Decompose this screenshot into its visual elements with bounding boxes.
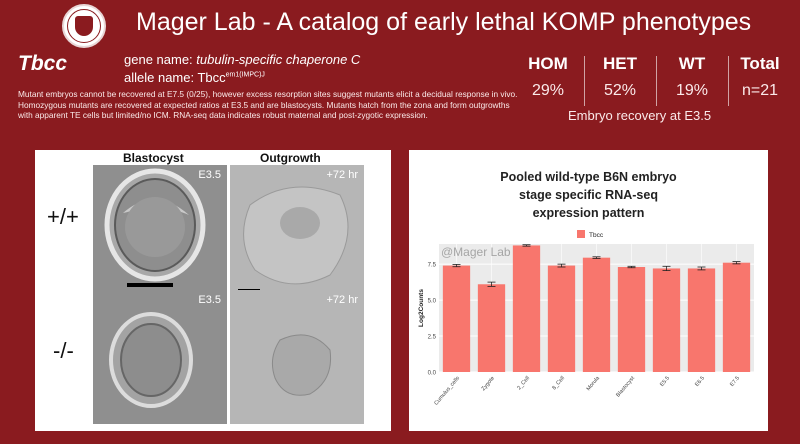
x-tick-label: E6.5 (694, 375, 706, 388)
stat-hom: HOM 29% (512, 54, 584, 100)
outgrowth-drawing (271, 334, 332, 396)
page-title: Mager Lab - A catalog of early lethal KO… (136, 8, 752, 36)
chart-title: Pooled wild-type B6N embryo stage specif… (409, 168, 768, 222)
stat-divider (656, 56, 657, 106)
rna-seq-chart-panel: Pooled wild-type B6N embryo stage specif… (409, 150, 768, 431)
recovery-caption: Embryo recovery at E3.5 (568, 108, 712, 123)
stat-het: HET 52% (584, 54, 656, 100)
stat-value: 52% (603, 82, 637, 99)
y-axis-label: Log2Counts (418, 289, 425, 327)
gene-name-value: tubulin-specific chaperone C (196, 52, 361, 67)
bar-chart: 0.0 2.5 5.0 7.5 Cumulus_cells Zygote 2_Cell 8_C… (418, 230, 754, 407)
legend-label: Tbcc (589, 232, 604, 239)
bar (582, 257, 611, 372)
column-header-outgrowth: Outgrowth (260, 151, 321, 165)
scale-bar (127, 283, 173, 287)
allele-name: allele name: Tbccem1(IMPC)J (124, 70, 265, 85)
micrograph-wt-outgrowth: +72 hr (230, 165, 364, 299)
x-tick-label: Cumulus_cells (433, 375, 461, 406)
y-tick-label: 0.0 (428, 371, 437, 377)
blastocyst-drawing (109, 312, 193, 408)
stat-header: Total (740, 54, 780, 73)
timepoint-label: +72 hr (326, 169, 359, 181)
stat-divider (728, 56, 729, 106)
x-tick-label: Zygote (481, 375, 496, 392)
stat-wt: WT 19% (656, 54, 728, 100)
stat-value: 29% (531, 82, 565, 99)
stat-header: HOM (528, 54, 568, 73)
x-tick-label: Morula (586, 375, 602, 392)
y-tick-label: 5.0 (428, 299, 437, 305)
micrograph-wt-blastocyst: E3.5 (93, 165, 227, 299)
blastocyst-drawing (104, 168, 206, 282)
stat-divider (584, 56, 585, 106)
y-tick-label: 2.5 (428, 335, 437, 341)
stat-header: WT (678, 54, 706, 73)
x-tick-label: E5.5 (659, 375, 671, 388)
timepoint-label: +72 hr (326, 294, 359, 306)
genotype-label-wt: +/+ (47, 204, 79, 229)
x-tick-label: Blastocyst (615, 375, 636, 398)
micrograph-mutant-outgrowth: +72 hr (230, 290, 364, 424)
bar (687, 268, 716, 372)
stage-label: E3.5 (198, 294, 221, 306)
stat-total: Total n=21 (724, 54, 796, 100)
bar (547, 265, 576, 372)
legend-swatch (577, 230, 585, 238)
chart-title-line: Pooled wild-type B6N embryo (500, 170, 677, 184)
x-tick-label: E7.5 (729, 375, 741, 388)
stage-label: E3.5 (198, 169, 221, 181)
outgrowth-drawing (243, 186, 349, 285)
x-tick-label: 8_Cell (551, 375, 566, 391)
chart-watermark: @Mager Lab (441, 245, 511, 259)
embryo-image-panel: Blastocyst Outgrowth +/+ -/- E3.5 +72 hr… (35, 150, 391, 431)
chart-title-line: stage specific RNA-seq (519, 188, 658, 202)
stat-value: 19% (675, 82, 709, 99)
stat-header: HET (603, 54, 637, 73)
stat-value: n=21 (741, 82, 779, 99)
bar (652, 268, 681, 372)
bar (617, 267, 646, 372)
bar (442, 265, 471, 372)
bar (512, 245, 541, 372)
university-seal-logo (62, 4, 106, 48)
allele-superscript: em1(IMPC)J (225, 71, 265, 79)
y-tick-label: 7.5 (428, 263, 437, 269)
genotype-label-mutant: -/- (53, 338, 74, 363)
micrograph-mutant-blastocyst: E3.5 (93, 290, 227, 424)
x-tick-label: 2_Cell (516, 375, 531, 391)
bar (722, 262, 751, 372)
phenotype-description: Mutant embryos cannot be recovered at E7… (18, 89, 518, 121)
gene-name: gene name: tubulin-specific chaperone C (124, 52, 361, 67)
bar (477, 284, 506, 372)
chart-title-line: expression pattern (532, 206, 645, 220)
column-header-blastocyst: Blastocyst (123, 151, 184, 165)
gene-symbol: Tbcc (18, 52, 68, 75)
